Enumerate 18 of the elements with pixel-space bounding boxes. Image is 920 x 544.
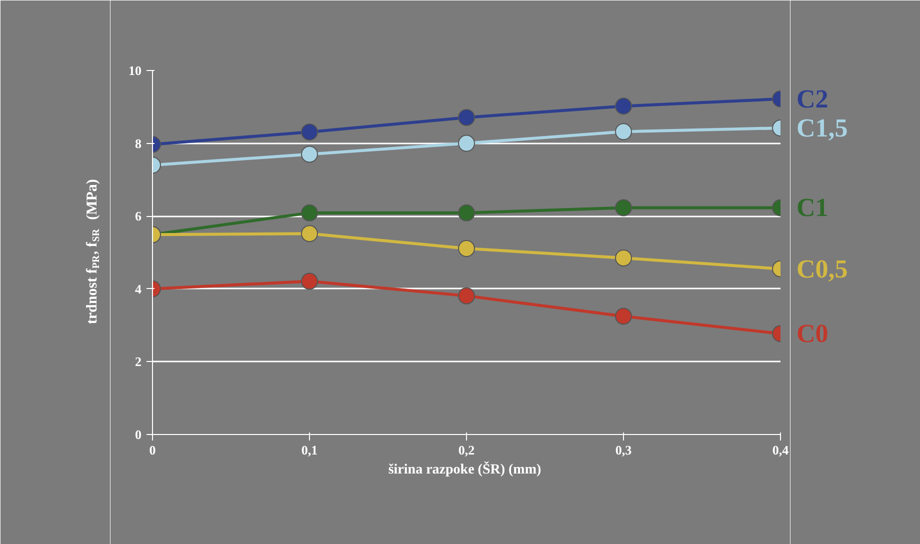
x-tick-label: 0 <box>149 442 156 458</box>
series-label: C0 <box>796 319 828 348</box>
y-tick-label: 2 <box>135 354 142 370</box>
x-tick-label: 0,2 <box>458 442 475 458</box>
x-tick-label: 0,1 <box>301 442 318 458</box>
y-tick-label: 4 <box>135 281 142 296</box>
series-label: C2 <box>796 84 828 114</box>
series-label: C1 <box>796 193 828 222</box>
y-tick-label: 8 <box>135 136 142 151</box>
y-tick-label: 10 <box>128 63 142 78</box>
y-tick-label: 0 <box>135 427 142 442</box>
y-tick-label: 6 <box>135 208 142 224</box>
x-axis-title: širina razpoke (ŠR) (mm) <box>388 460 542 478</box>
x-tick-label: 0,4 <box>772 442 790 458</box>
series-label: C0,5 <box>796 254 848 284</box>
series-label: C1,5 <box>796 114 848 143</box>
x-tick-label: 0,3 <box>615 442 632 458</box>
y-axis-title: trdnost fPR, fSR (MPa) <box>84 179 102 324</box>
